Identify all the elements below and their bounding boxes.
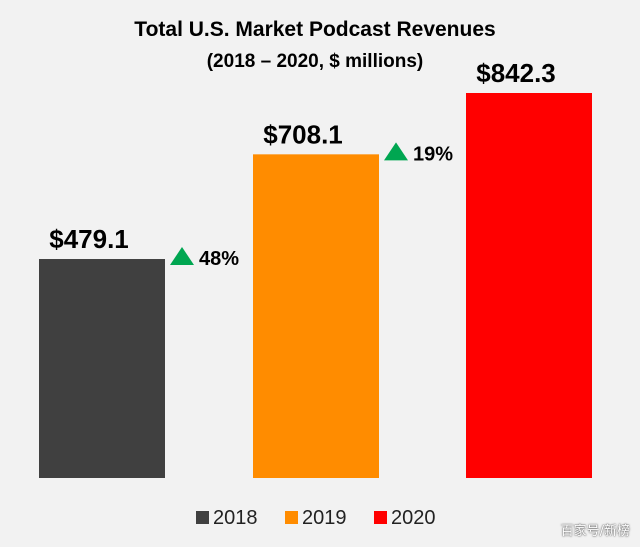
legend-label-2020: 2020 (391, 507, 436, 529)
growth-up-icon (170, 247, 194, 266)
bar-2019 (253, 154, 379, 478)
growth-label-1: 19% (413, 143, 453, 165)
growth-annotations: 48% 19% (170, 142, 453, 270)
legend-swatch-2020 (374, 511, 387, 524)
value-label-2018: $479.1 (49, 224, 129, 254)
bar-2018 (39, 259, 165, 478)
legend-swatch-2018 (196, 511, 209, 524)
bar-2020 (466, 93, 592, 478)
bar-group: $479.1 $708.1 $842.3 (39, 58, 592, 478)
growth-up-icon (384, 142, 408, 161)
chart-title: Total U.S. Market Podcast Revenues (134, 18, 495, 41)
chart-subtitle: (2018 – 2020, $ millions) (207, 51, 424, 72)
legend-swatch-2019 (285, 511, 298, 524)
legend-label-2019: 2019 (302, 507, 347, 529)
watermark: 百家号/新榜 (560, 524, 630, 539)
value-label-2020: $842.3 (476, 58, 556, 88)
growth-label-0: 48% (199, 248, 239, 270)
value-label-2019: $708.1 (263, 119, 343, 149)
legend: 2018 2019 2020 (196, 507, 436, 529)
legend-label-2018: 2018 (213, 507, 258, 529)
